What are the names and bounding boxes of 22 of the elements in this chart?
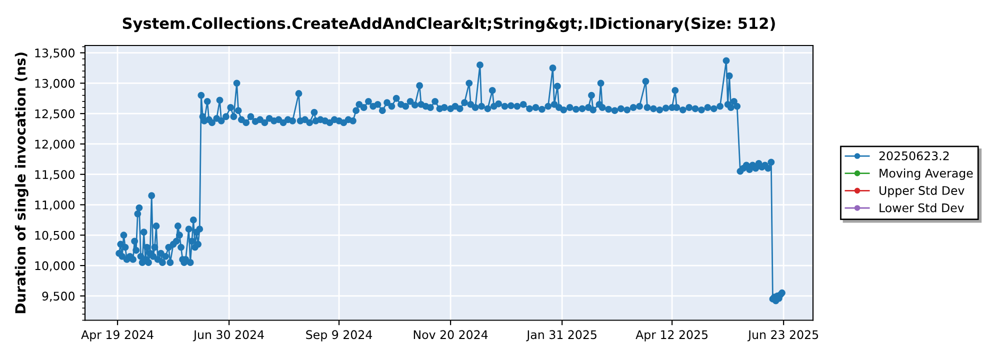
- y-tick-label: 13,500: [35, 48, 74, 59]
- y-tick-label: 11,000: [35, 200, 74, 211]
- y-tick-label: 11,500: [35, 170, 74, 180]
- x-tick-label: Jun 30 2024: [192, 330, 264, 342]
- y-tick-label: 9,500: [42, 292, 74, 302]
- legend-label: Upper Std Dev: [880, 186, 964, 198]
- x-tick-label: Sep 9 2024: [306, 330, 372, 342]
- y-tick-label: 10,000: [35, 261, 74, 272]
- x-tick-label: Apr 19 2024: [81, 330, 154, 342]
- y-tick-label: 13,000: [35, 78, 74, 90]
- x-tick-label: Apr 12 2025: [636, 330, 708, 342]
- x-tick-label: Jun 23 2025: [747, 330, 818, 342]
- x-tick-label: Nov 20 2024: [414, 330, 488, 340]
- chart-title: System.Collections.CreateAddAndClear&lt;String&gt;.IDictionary(Size: 512): [122, 17, 775, 32]
- y-axis-title: Duration of single invocation (ns): [14, 52, 28, 314]
- y-tick-label: 12,500: [35, 109, 74, 120]
- x-tick-label: Jan 31 2025: [526, 330, 596, 342]
- legend-label: 20250623.2: [879, 151, 949, 160]
- y-tick-label: 10,500: [35, 230, 74, 242]
- y-tick-label: 12,000: [35, 140, 74, 150]
- legend-label: Lower Std Dev: [880, 203, 964, 212]
- legend-label: Moving Average: [880, 168, 973, 180]
